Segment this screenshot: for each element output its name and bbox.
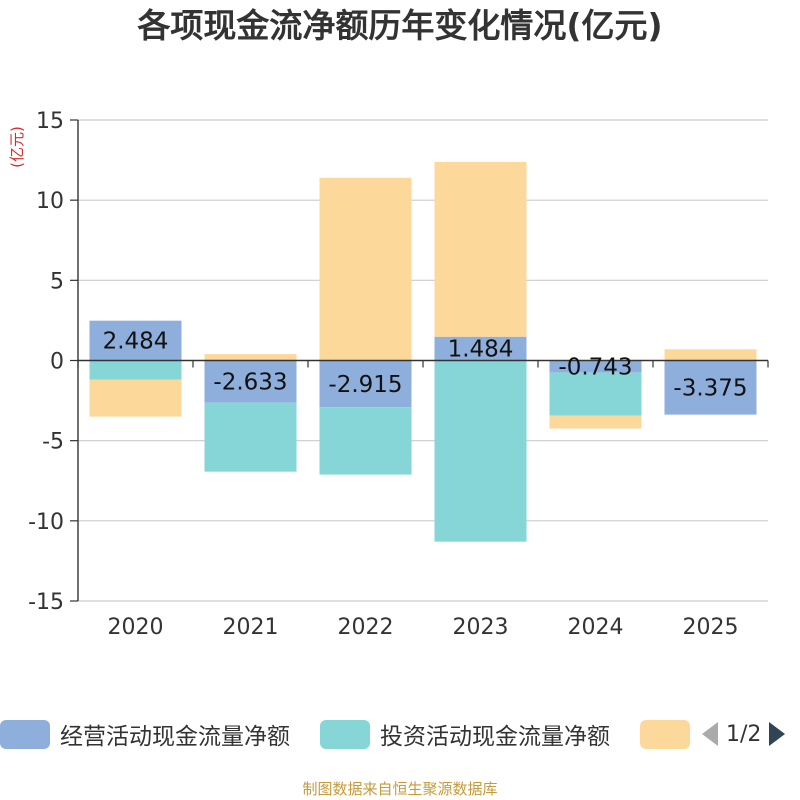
legend-label-operating: 经营活动现金流量净额	[60, 724, 290, 750]
bar-series-2-2022[interactable]	[319, 177, 412, 361]
bar-series-0-2022[interactable]	[319, 360, 412, 408]
y-axis-unit-label: (亿元)	[8, 126, 26, 168]
grid-lines	[78, 119, 768, 602]
data-label: -3.375	[673, 376, 747, 402]
bar-series-2-2024[interactable]	[549, 415, 642, 429]
legend-item-operating[interactable]: 经营活动现金流量净额	[0, 714, 290, 754]
legend-prev-icon[interactable]	[700, 720, 720, 748]
bar-series-1-2022[interactable]	[319, 407, 412, 475]
legend-label-investing: 投资活动现金流量净额	[380, 724, 610, 750]
x-tick-label: 2023	[453, 615, 509, 640]
bar-series-0-2021[interactable]	[204, 360, 297, 403]
bar-series-0-2023[interactable]	[434, 336, 527, 361]
bar-series-0-2024[interactable]	[549, 360, 642, 373]
y-tick-label: -5	[42, 430, 64, 455]
legend-page-indicator: 1/2	[726, 721, 762, 747]
x-tick-label: 2024	[568, 615, 624, 640]
bar-series-1-2024[interactable]	[549, 372, 642, 416]
legend-swatch-financing	[640, 719, 690, 749]
chart-canvas: 15 10 5 0 -5 -10 -15 2020 2021 2022 2023 2024 2025 2…	[8, 109, 769, 640]
y-tick-label: 15	[36, 109, 64, 134]
x-tick-label: 2022	[338, 615, 394, 640]
bar-series-1-2021[interactable]	[204, 402, 297, 472]
chart-title: 各项现金流净额历年变化情况(亿元)	[137, 6, 663, 45]
y-tick-label: 5	[50, 269, 64, 294]
bar-series-2-2025[interactable]	[664, 349, 757, 361]
legend-item-investing[interactable]: 投资活动现金流量净额	[320, 714, 610, 754]
data-label: -0.743	[558, 354, 632, 380]
y-tick-label: -15	[28, 590, 64, 615]
data-source-note: 制图数据来自恒生聚源数据库	[302, 780, 498, 798]
legend-swatch-operating	[0, 719, 50, 749]
legend-item-financing[interactable]	[640, 714, 700, 754]
axes: 15 10 5 0 -5 -10 -15 2020 2021 2022 2023 2024 2025	[28, 109, 769, 640]
data-label: 2.484	[103, 329, 169, 355]
data-label: 1.484	[448, 337, 514, 363]
legend-next-icon[interactable]	[767, 720, 787, 748]
data-label: -2.915	[328, 372, 402, 398]
legend: 经营活动现金流量净额 投资活动现金流量净额	[0, 714, 800, 754]
y-tick-label: 10	[36, 189, 64, 214]
bar-series-0-2025[interactable]	[664, 360, 757, 415]
legend-swatch-investing	[320, 719, 370, 749]
legend-pager: 1/2	[700, 714, 787, 754]
data-labels: 2.484 -2.633 -2.915 1.484 -0.743 -3.375	[103, 329, 748, 402]
bars	[89, 161, 757, 542]
bar-series-2-2021[interactable]	[204, 354, 297, 361]
bar-series-0-2020[interactable]	[89, 320, 182, 361]
data-label: -2.633	[213, 370, 287, 396]
bar-series-2-2020[interactable]	[89, 379, 182, 417]
x-tick-label: 2021	[223, 615, 279, 640]
bar-series-2-2023[interactable]	[434, 161, 527, 337]
y-tick-label: 0	[50, 350, 64, 375]
x-tick-label: 2020	[108, 615, 164, 640]
y-tick-label: -10	[28, 510, 64, 535]
bar-series-1-2023[interactable]	[434, 360, 527, 542]
x-tick-label: 2025	[683, 615, 739, 640]
bar-series-1-2020[interactable]	[89, 360, 182, 380]
